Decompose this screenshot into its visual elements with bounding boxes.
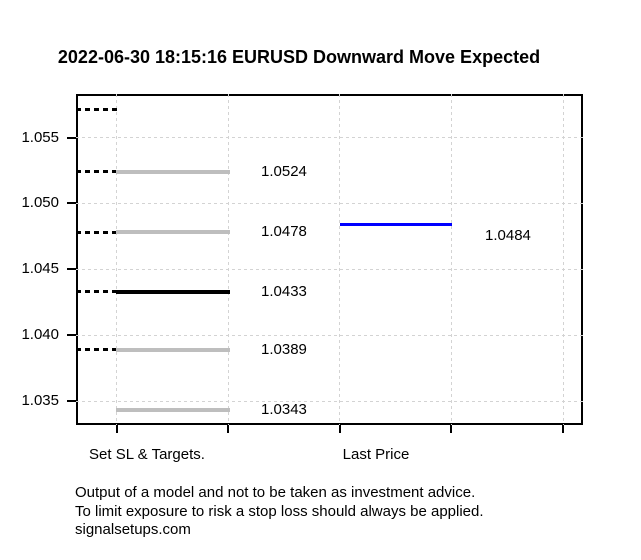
x-axis-tick [562, 425, 564, 433]
y-axis-tick-label: 1.050 [21, 194, 59, 212]
last-price-label: 1.0484 [485, 226, 531, 244]
target-level-2-price-label: 1.0478 [261, 223, 307, 241]
x-axis-label-set-sl-targets: Set SL & Targets. [89, 446, 205, 463]
y-axis-tick [67, 136, 76, 139]
entry-level-dashed-stub [76, 290, 119, 294]
target-level-3-line [116, 347, 230, 352]
y-axis-tick-label: 1.035 [21, 392, 59, 410]
y-axis-tick [67, 400, 76, 403]
x-axis-tick [450, 425, 453, 433]
x-axis-label-last-price: Last Price [342, 446, 410, 463]
target-level-4-price-label: 1.0343 [261, 401, 307, 419]
y-axis-tick-label: 1.040 [21, 326, 59, 344]
h-gridline [76, 400, 583, 402]
y-axis-tick [67, 334, 76, 337]
h-gridline [76, 137, 583, 139]
plot-area [76, 94, 583, 425]
v-gridline [562, 94, 564, 425]
site-name: signalsetups.com [75, 521, 191, 538]
v-gridline [116, 94, 117, 425]
y-axis-tick [67, 202, 76, 205]
v-gridline [227, 94, 229, 425]
x-axis-tick [227, 425, 229, 433]
disclaimer-text: Output of a model and not to be taken as… [75, 484, 484, 540]
target-level-1-dashed-stub [76, 170, 119, 174]
disclaimer-line-1: Output of a model and not to be taken as… [75, 484, 476, 501]
h-gridline [76, 334, 583, 336]
stop-level-dashed-stub [76, 108, 119, 112]
x-axis-tick [338, 425, 341, 433]
y-axis-tick-label: 1.045 [21, 260, 59, 278]
entry-level-line [116, 289, 230, 294]
x-axis-tick [115, 425, 118, 433]
target-level-1-line [116, 169, 230, 174]
v-gridline [339, 94, 341, 425]
target-level-4-line [116, 408, 230, 413]
v-gridline [450, 94, 452, 425]
h-gridline [76, 268, 583, 270]
target-level-3-price-label: 1.0389 [261, 340, 307, 358]
target-level-2-dashed-stub [76, 230, 119, 234]
entry-level-price-label: 1.0433 [261, 282, 307, 300]
target-level-3-dashed-stub [76, 348, 119, 352]
target-level-1-price-label: 1.0524 [261, 162, 307, 180]
last-price-line [339, 223, 453, 227]
h-gridline [76, 202, 583, 204]
disclaimer-line-2: To limit exposure to risk a stop loss sh… [75, 502, 484, 520]
y-axis-tick-label: 1.055 [21, 128, 59, 146]
target-level-2-line [116, 230, 230, 235]
y-axis-tick [67, 268, 76, 271]
chart-title: 2022-06-30 18:15:16 EURUSD Downward Move… [57, 47, 541, 67]
